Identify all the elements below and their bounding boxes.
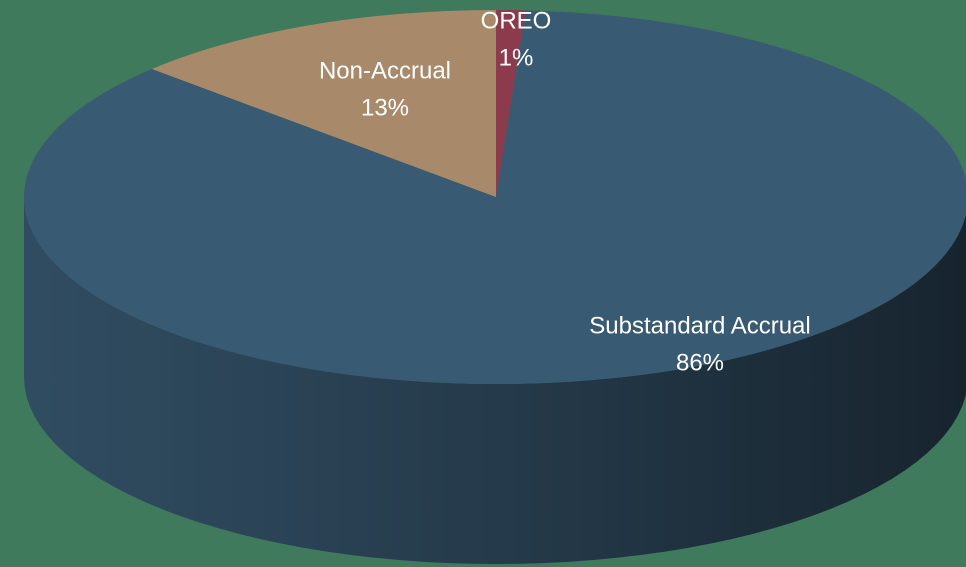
slice-value-label: 1%	[499, 44, 534, 71]
slice-side-shade	[24, 197, 966, 564]
slice	[24, 10, 966, 384]
slice-label: OREO	[481, 7, 552, 34]
slice-value-label: 86%	[676, 349, 724, 376]
slice-value-label: 13%	[361, 94, 409, 121]
slice	[151, 10, 496, 197]
slice	[496, 10, 526, 197]
slice-label: Substandard Accrual	[589, 312, 810, 339]
slice-label: Non-Accrual	[319, 57, 451, 84]
